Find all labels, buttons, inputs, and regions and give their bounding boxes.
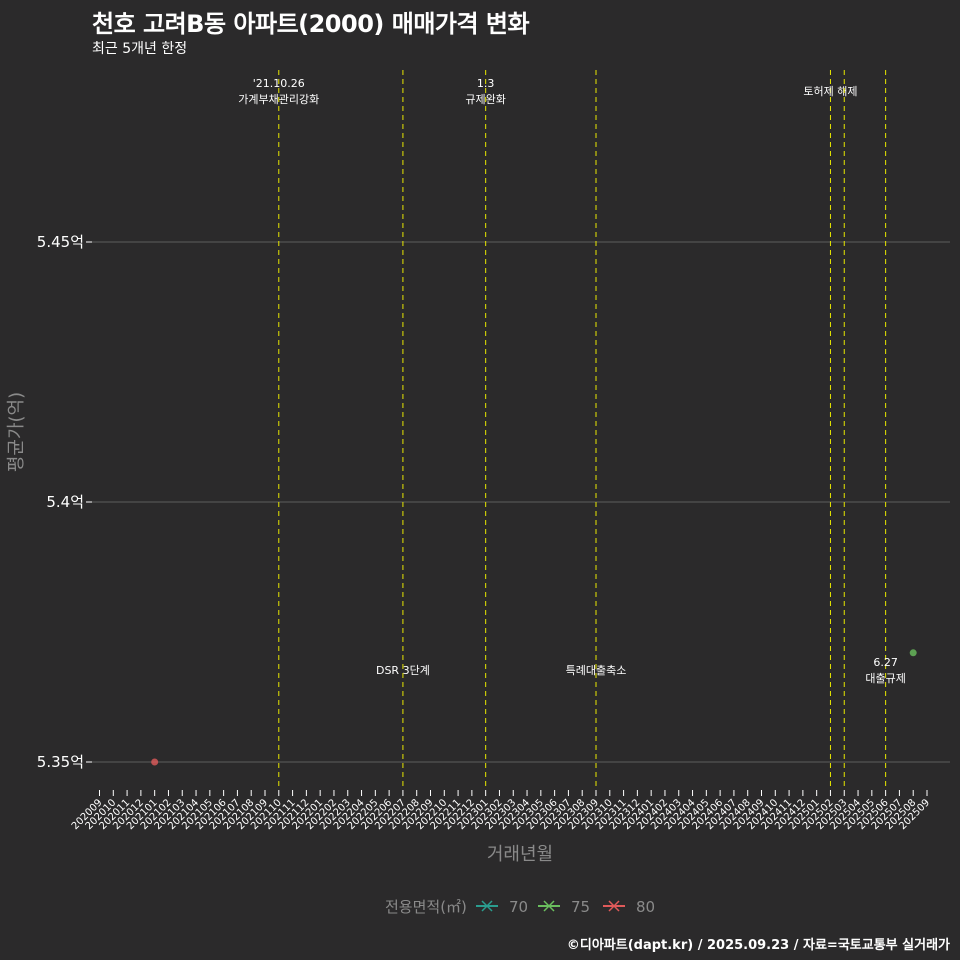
y-tick-label: 5.35억 <box>37 753 84 771</box>
legend-item-80: 80 <box>603 898 655 916</box>
legend-title: 전용면적(㎡) <box>385 898 467 916</box>
event-label: 특례대출축소 <box>566 664 627 677</box>
event-label: 1.3 <box>477 77 495 90</box>
data-point-75 <box>909 649 917 657</box>
legend-label: 80 <box>636 898 655 916</box>
event-label: DSR 3단계 <box>376 664 430 677</box>
legend-item-70: 70 <box>476 898 528 916</box>
source-caption: ©디아파트(dapt.kr) / 2025.09.23 / 자료=국토교통부 실… <box>566 938 950 953</box>
event-label: 6.27 <box>873 656 898 669</box>
event-label: '21.10.26 <box>253 77 305 90</box>
y-tick-label: 5.4억 <box>46 493 84 511</box>
y-axis-ticks: 5.35억 5.4억 5.45억 <box>37 233 92 771</box>
legend-label: 75 <box>571 898 590 916</box>
legend-item-75: 75 <box>538 898 590 916</box>
x-axis-title: 거래년월 <box>487 844 553 865</box>
legend-label: 70 <box>509 898 528 916</box>
event-label: 대출규제 <box>865 672 905 685</box>
legend: 전용면적(㎡) 70 75 80 <box>385 898 655 916</box>
event-label: 가계부채관리강화 <box>238 93 319 106</box>
data-points <box>151 649 917 766</box>
chart-title: 천호 고려B동 아파트(2000) 매매가격 변화 <box>92 10 530 38</box>
x-axis-ticks: 2020092020102020112020122021012021022021… <box>70 790 932 832</box>
legend-key-cross <box>608 900 620 912</box>
data-point-80 <box>151 758 159 766</box>
event-label: 토허제 해제 <box>803 84 857 98</box>
legend-key-cross <box>481 900 493 912</box>
y-axis-title: 평균가(억) <box>6 392 27 472</box>
event-label: 규제완화 <box>465 93 505 106</box>
chart-subtitle: 최근 5개년 한정 <box>92 41 188 57</box>
legend-key-cross <box>543 900 555 912</box>
y-tick-label: 5.45억 <box>37 233 84 251</box>
gridlines <box>92 241 950 763</box>
